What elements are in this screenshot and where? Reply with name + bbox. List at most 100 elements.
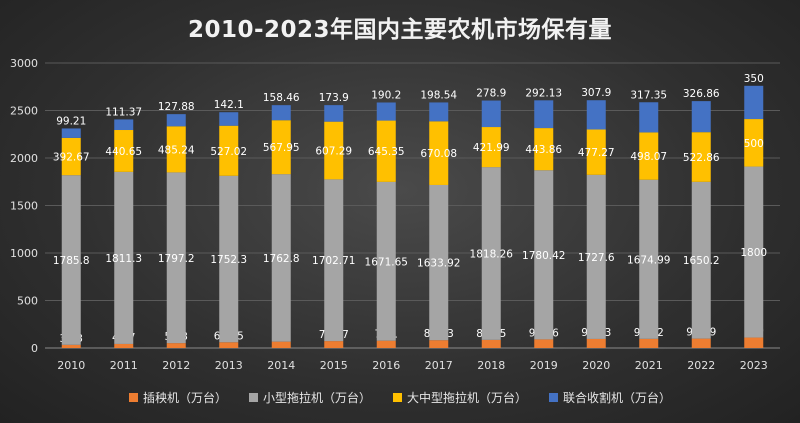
bar-segment [639, 102, 659, 133]
data-label: 317.35 [630, 89, 667, 101]
bar-segment [481, 167, 501, 340]
bar-segment [744, 85, 764, 120]
bar-segment [271, 174, 291, 342]
legend-item: 联合收割机（万台） [549, 389, 671, 406]
data-label: 392.67 [53, 152, 90, 164]
chart-title: 2010-2023年国内主要农机市场保有量 [187, 17, 613, 43]
x-tick-label: 2013 [215, 359, 243, 372]
data-label: 1780.42 [522, 250, 565, 262]
data-label: 307.9 [581, 87, 611, 99]
bar-segment [61, 128, 81, 138]
bar-segment [166, 343, 186, 348]
bar-segment [534, 339, 554, 348]
bar-segment [376, 120, 396, 182]
bar-segment [219, 112, 239, 126]
bar-segment [61, 344, 81, 348]
data-label: 292.13 [525, 87, 562, 99]
data-label: 158.46 [263, 92, 300, 104]
data-label: 127.88 [158, 101, 195, 113]
data-label: 142.1 [214, 99, 244, 111]
y-tick-label: 0 [31, 342, 38, 355]
x-tick-label: 2020 [582, 359, 610, 372]
bar-segment [744, 119, 764, 167]
bar-segment [534, 128, 554, 171]
data-label: 1800 [740, 247, 767, 259]
x-tick-label: 2011 [110, 359, 138, 372]
data-label: 485.24 [158, 144, 195, 156]
bar-segment [324, 121, 344, 180]
legend-swatch [549, 393, 559, 402]
x-tick-label: 2019 [530, 359, 558, 372]
data-label: 1727.6 [578, 252, 615, 264]
data-label: 326.86 [683, 88, 720, 100]
x-tick-label: 2014 [267, 359, 295, 372]
bar-segment [534, 100, 554, 129]
data-label: 173.9 [319, 92, 349, 104]
bar-segment [114, 343, 134, 348]
data-label: 1702.71 [312, 255, 355, 267]
data-label: 1818.26 [470, 248, 514, 260]
data-label: 421.99 [473, 142, 510, 154]
x-tick-label: 2023 [740, 359, 768, 372]
bar-segment [324, 179, 344, 342]
bar-segment [586, 129, 606, 175]
legend-item: 大中型拖拉机（万台） [393, 389, 527, 406]
x-tick-label: 2021 [635, 359, 663, 372]
y-tick-label: 3000 [10, 57, 38, 70]
bar-segment [219, 342, 239, 348]
data-label: 1671.65 [365, 256, 408, 268]
bar-segment [481, 127, 501, 168]
y-tick-label: 2500 [10, 105, 38, 118]
data-label: 1752.3 [210, 254, 247, 266]
bar-segment [481, 100, 501, 128]
bar-segment [61, 137, 81, 176]
x-tick-label: 2010 [57, 359, 85, 372]
bar-segment [166, 126, 186, 173]
bar-segment [166, 172, 186, 344]
x-tick-label: 2017 [425, 359, 453, 372]
legend: 插秧机（万台） 小型拖拉机（万台） 大中型拖拉机（万台） 联合收割机（万台） [0, 389, 800, 406]
bar-segment [114, 119, 134, 131]
bar-segment [376, 181, 396, 341]
data-label: 278.9 [476, 88, 506, 100]
bar-segment [691, 132, 711, 182]
legend-item: 小型拖拉机（万台） [248, 389, 371, 406]
x-tick-label: 2015 [320, 359, 348, 372]
bar-segment [534, 170, 554, 340]
bar-segment [166, 114, 186, 127]
bar-segment [271, 105, 291, 121]
bar-segment [586, 100, 606, 130]
data-label: 645.35 [368, 146, 405, 158]
y-tick-label: 1000 [10, 247, 38, 260]
bar-segment [376, 340, 396, 348]
data-label: 190.2 [371, 89, 401, 101]
bar-segment [271, 120, 291, 175]
y-tick-label: 1500 [10, 200, 38, 213]
data-label: 350 [744, 73, 764, 85]
x-tick-label: 2018 [477, 359, 505, 372]
data-label: 567.95 [263, 142, 300, 154]
bar-segment [691, 101, 711, 133]
bar-segment [691, 338, 711, 348]
data-label: 477.27 [578, 147, 615, 159]
bar-segment [586, 174, 606, 339]
data-label: 1633.92 [417, 258, 460, 270]
bar-segment [481, 339, 501, 348]
bar-segment [744, 337, 764, 348]
legend-label: 插秧机（万台） [142, 391, 227, 405]
data-label: 500 [744, 138, 764, 150]
bar-segment [376, 102, 396, 121]
data-label: 527.02 [210, 146, 247, 158]
bar-segment [219, 125, 239, 176]
bar-segment [429, 184, 449, 341]
data-label: 1797.2 [158, 253, 195, 265]
x-tick-label: 2016 [372, 359, 400, 372]
data-label: 111.37 [105, 106, 142, 118]
bar-segment [324, 341, 344, 348]
legend-label: 大中型拖拉机（万台） [407, 391, 528, 405]
data-label: 1785.8 [53, 255, 90, 267]
bar-segment [744, 166, 764, 338]
y-tick-label: 500 [17, 295, 38, 308]
